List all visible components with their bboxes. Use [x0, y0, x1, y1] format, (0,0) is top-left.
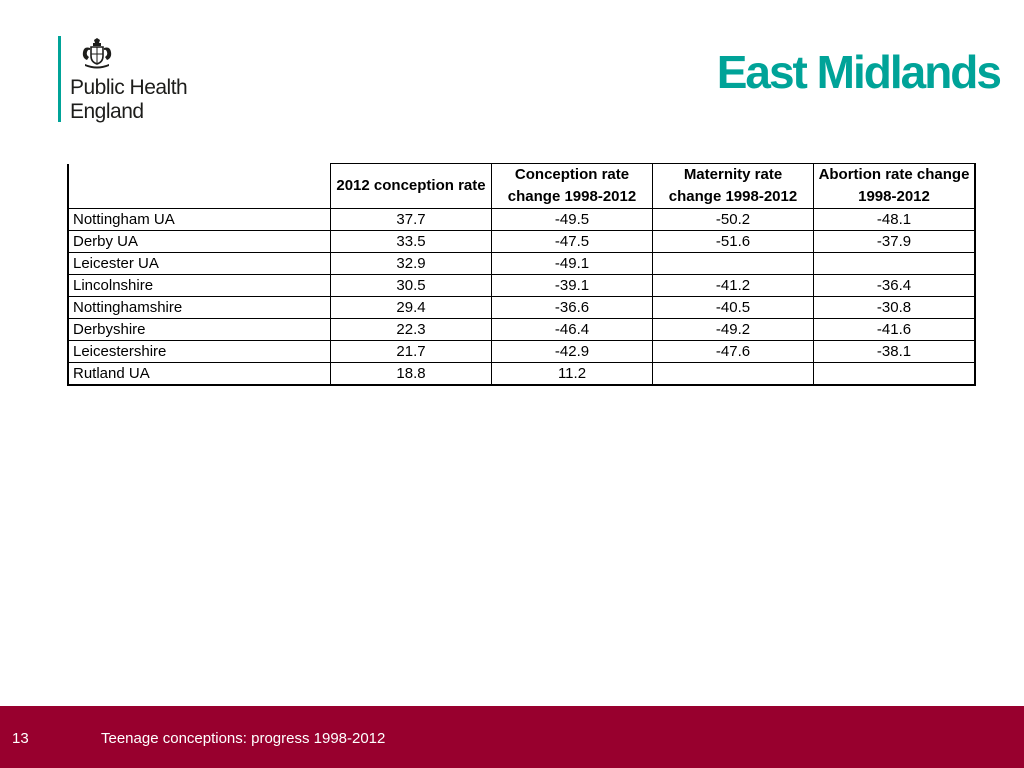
value-cell: -46.4 — [491, 318, 653, 341]
table-header-row: 2012 conception rate Conception rate cha… — [68, 163, 976, 209]
value-cell — [813, 362, 976, 386]
table-row: Derbyshire 22.3 -46.4 -49.2 -41.6 — [67, 318, 976, 341]
value-cell: -41.6 — [813, 318, 976, 341]
value-cell: -50.2 — [652, 208, 814, 231]
phe-logo: Public Health England — [58, 36, 218, 126]
value-cell: -48.1 — [813, 208, 976, 231]
value-cell: -39.1 — [491, 274, 653, 297]
value-cell: -49.2 — [652, 318, 814, 341]
footer-title: Teenage conceptions: progress 1998-2012 — [101, 730, 386, 747]
area-name-cell: Nottingham UA — [67, 208, 331, 231]
value-cell: 32.9 — [330, 252, 492, 275]
area-name-cell: Leicester UA — [67, 252, 331, 275]
value-cell: -47.5 — [491, 230, 653, 253]
header-conception-change: Conception rate change 1998-2012 — [491, 163, 653, 209]
org-name: Public Health England — [70, 76, 188, 124]
value-cell: -49.1 — [491, 252, 653, 275]
value-cell: -38.1 — [813, 340, 976, 363]
value-cell — [652, 252, 814, 275]
value-cell: -30.8 — [813, 296, 976, 319]
table-row: Rutland UA 18.8 11.2 — [67, 362, 976, 386]
value-cell: -36.6 — [491, 296, 653, 319]
header-abortion-change: Abortion rate change 1998-2012 — [813, 163, 976, 209]
value-cell: 37.7 — [330, 208, 492, 231]
org-name-line2: England — [70, 100, 144, 123]
table-row: Leicester UA 32.9 -49.1 — [67, 252, 976, 275]
table-row: Derby UA 33.5 -47.5 -51.6 -37.9 — [67, 230, 976, 253]
value-cell: 21.7 — [330, 340, 492, 363]
table-row: Leicestershire 21.7 -42.9 -47.6 -38.1 — [67, 340, 976, 363]
table-row: Nottingham UA 37.7 -49.5 -50.2 -48.1 — [67, 208, 976, 231]
conception-table: 2012 conception rate Conception rate cha… — [67, 163, 976, 386]
header-maternity-change: Maternity rate change 1998-2012 — [652, 163, 814, 209]
table-row: Lincolnshire 30.5 -39.1 -41.2 -36.4 — [67, 274, 976, 297]
page-title: East Midlands — [716, 46, 1002, 98]
logo-accent-bar — [58, 36, 61, 122]
area-name-cell: Derby UA — [67, 230, 331, 253]
value-cell: -41.2 — [652, 274, 814, 297]
value-cell — [652, 362, 814, 386]
table-row: Nottinghamshire 29.4 -36.6 -40.5 -30.8 — [67, 296, 976, 319]
value-cell: 30.5 — [330, 274, 492, 297]
value-cell: -47.6 — [652, 340, 814, 363]
value-cell: 22.3 — [330, 318, 492, 341]
royal-crest-icon — [82, 38, 112, 69]
slide-number: 13 — [12, 730, 29, 747]
area-name-cell: Rutland UA — [67, 362, 331, 386]
value-cell: -36.4 — [813, 274, 976, 297]
area-name-cell: Nottinghamshire — [67, 296, 331, 319]
value-cell — [813, 252, 976, 275]
value-cell: -51.6 — [652, 230, 814, 253]
area-name-cell: Leicestershire — [67, 340, 331, 363]
header-blank — [68, 163, 331, 209]
value-cell: -40.5 — [652, 296, 814, 319]
footer-bar: 13 Teenage conceptions: progress 1998-20… — [0, 706, 1024, 768]
area-name-cell: Lincolnshire — [67, 274, 331, 297]
value-cell: -42.9 — [491, 340, 653, 363]
header-conception-rate: 2012 conception rate — [330, 163, 492, 209]
value-cell: -49.5 — [491, 208, 653, 231]
org-name-line1: Public Health — [70, 76, 188, 99]
value-cell: 29.4 — [330, 296, 492, 319]
value-cell: 11.2 — [491, 362, 653, 386]
value-cell: 33.5 — [330, 230, 492, 253]
area-name-cell: Derbyshire — [67, 318, 331, 341]
value-cell: 18.8 — [330, 362, 492, 386]
value-cell: -37.9 — [813, 230, 976, 253]
